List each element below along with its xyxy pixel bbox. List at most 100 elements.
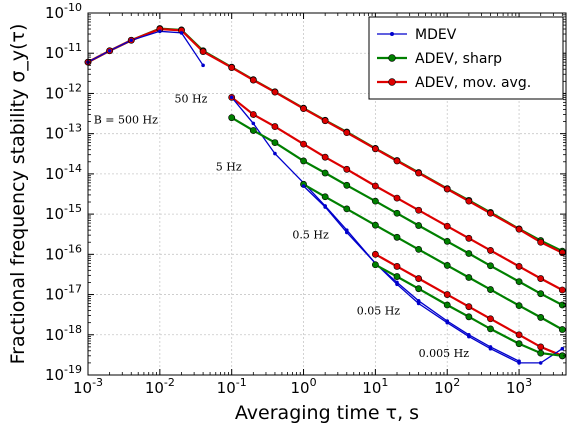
- data-point: [158, 29, 162, 34]
- data-point: [343, 205, 351, 213]
- series-line: [303, 185, 563, 364]
- data-point: [371, 197, 379, 205]
- data-point: [229, 95, 234, 100]
- data-point: [323, 205, 327, 209]
- y-axis-title: Fractional frequency stability σ_y(τ): [7, 24, 29, 365]
- data-point: [537, 290, 545, 298]
- data-point: [560, 346, 565, 351]
- data-point: [416, 301, 421, 306]
- data-point: [415, 206, 423, 214]
- data-point: [228, 64, 236, 71]
- data-point: [249, 111, 257, 118]
- x-tick-label: 10-1: [217, 376, 247, 397]
- data-point: [487, 286, 494, 293]
- legend-label: ADEV, mov. avg.: [415, 75, 531, 91]
- annotations: B = 500 Hz 50 Hz 5 Hz 0.5 Hz 0.05 Hz 0.005 Hz: [94, 92, 470, 360]
- annotation-label: 5 Hz: [216, 161, 242, 174]
- data-point: [344, 230, 349, 235]
- series-line: [302, 183, 563, 331]
- data-point: [415, 245, 423, 253]
- data-point: [393, 273, 401, 280]
- data-point: [415, 169, 423, 177]
- data-point: [537, 275, 545, 282]
- data-point: [443, 291, 451, 298]
- x-tick-label: 101: [362, 376, 388, 397]
- data-point: [249, 76, 257, 84]
- data-point: [415, 275, 423, 282]
- data-point: [558, 286, 566, 294]
- legend-label: ADEV, sharp: [415, 51, 502, 67]
- data-point: [517, 361, 521, 365]
- y-tick-label: 10-11: [45, 41, 82, 62]
- data-point: [537, 314, 545, 321]
- data-point: [343, 129, 351, 137]
- data-point: [371, 261, 379, 269]
- data-point: [515, 340, 523, 348]
- x-tick-label: 10-3: [73, 376, 103, 397]
- data-point: [179, 31, 184, 35]
- annotation-label: 0.5 Hz: [292, 228, 329, 241]
- data-point: [443, 185, 451, 193]
- annotation-label: 0.005 Hz: [419, 347, 470, 360]
- annotation-label: 50 Hz: [175, 92, 208, 105]
- data-point: [487, 247, 494, 254]
- y-tick-label: 10-18: [45, 323, 82, 344]
- data-point: [515, 225, 523, 233]
- data-point: [300, 157, 307, 165]
- data-point: [321, 169, 329, 177]
- data-point: [393, 194, 401, 202]
- data-point: [415, 285, 423, 293]
- data-point: [321, 153, 329, 161]
- legend-label: MDEV: [415, 27, 457, 43]
- data-point: [487, 325, 494, 333]
- series-markers: [84, 25, 566, 365]
- data-point: [465, 197, 473, 205]
- data-point: [249, 127, 257, 134]
- data-point: [343, 181, 351, 189]
- legend-marker: [390, 32, 394, 36]
- data-point: [129, 38, 134, 43]
- data-point: [321, 193, 329, 201]
- data-point: [271, 123, 279, 130]
- data-point: [416, 298, 421, 303]
- legend-marker: [388, 54, 396, 62]
- data-point: [321, 117, 329, 125]
- y-tick-label: 10-10: [45, 1, 82, 22]
- data-point: [371, 221, 379, 229]
- data-point: [393, 157, 401, 165]
- data-point: [465, 274, 473, 281]
- data-point: [415, 222, 423, 229]
- x-tick-label: 10-2: [145, 376, 175, 397]
- data-point: [558, 326, 566, 333]
- data-point: [371, 145, 379, 153]
- data-point: [558, 301, 566, 309]
- legend: MDEV ADEV, sharp ADEV, mov. avg.: [368, 16, 564, 100]
- series-line: [87, 30, 204, 66]
- data-point: [465, 303, 473, 311]
- data-point: [273, 151, 277, 156]
- data-point: [487, 262, 494, 270]
- y-tick-label: 10-12: [45, 81, 82, 102]
- data-point: [443, 222, 451, 230]
- data-point: [538, 361, 543, 365]
- y-tick-label: 10-13: [45, 122, 82, 143]
- data-point: [443, 262, 451, 269]
- data-point: [488, 346, 493, 351]
- data-point: [300, 140, 307, 148]
- series-line: [231, 96, 563, 291]
- data-point: [395, 282, 399, 287]
- data-point: [201, 63, 205, 68]
- data-point: [393, 233, 401, 241]
- annotation-label: 0.05 Hz: [357, 304, 401, 317]
- x-tick-label: 102: [434, 376, 460, 397]
- x-axis-title: Averaging time τ, s: [235, 402, 419, 424]
- data-point: [515, 263, 523, 270]
- y-tick-label: 10-16: [45, 242, 82, 263]
- data-point: [515, 302, 523, 310]
- data-point: [515, 331, 523, 339]
- data-point: [487, 315, 494, 323]
- data-point: [300, 105, 307, 112]
- data-point: [301, 184, 306, 188]
- data-point: [371, 250, 379, 258]
